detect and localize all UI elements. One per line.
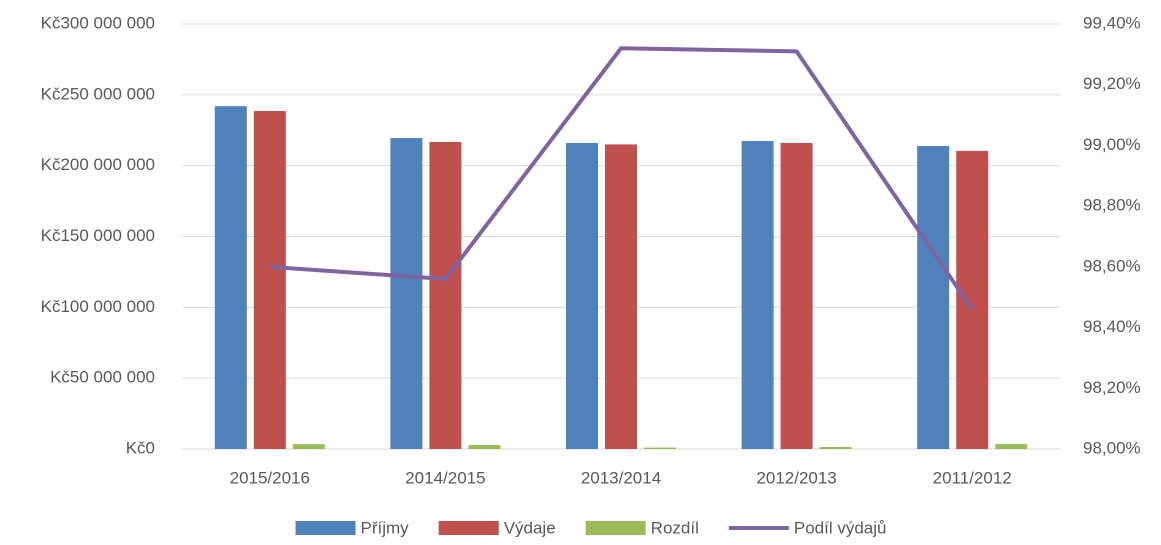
bar bbox=[390, 138, 423, 449]
legend-label: Příjmy bbox=[361, 518, 410, 537]
x-tick-label: 2013/2014 bbox=[581, 468, 661, 487]
y-tick-label: Kč150 000 000 bbox=[41, 226, 155, 245]
y2-tick-label: 99,00% bbox=[1083, 135, 1141, 154]
line bbox=[269, 46, 974, 311]
y2-tick-label: 98,60% bbox=[1083, 256, 1141, 275]
y2-tick-label: 99,40% bbox=[1083, 13, 1141, 32]
bar bbox=[468, 445, 501, 449]
legend-swatch bbox=[295, 521, 356, 535]
x-tick-label: 2012/2013 bbox=[756, 468, 836, 487]
legend-swatch bbox=[585, 521, 646, 535]
bar bbox=[429, 142, 462, 449]
y2-tick-label: 98,00% bbox=[1083, 438, 1141, 457]
y-tick-label: Kč50 000 000 bbox=[50, 368, 155, 387]
y-tick-label: Kč200 000 000 bbox=[41, 155, 155, 174]
y2-tick-label: 99,20% bbox=[1083, 74, 1141, 93]
legend-label: Rozdíl bbox=[651, 518, 699, 537]
bar bbox=[566, 143, 598, 449]
bar bbox=[917, 145, 950, 449]
bar bbox=[214, 106, 247, 450]
y-tick-label: Kč0 bbox=[126, 438, 155, 457]
x-tick-label: 2014/2015 bbox=[405, 468, 485, 487]
bar bbox=[956, 150, 989, 449]
x-tick-label: 2015/2016 bbox=[230, 468, 310, 487]
y-tick-label: Kč100 000 000 bbox=[41, 297, 155, 316]
bar bbox=[741, 141, 774, 449]
y-tick-label: Kč300 000 000 bbox=[41, 13, 155, 32]
y2-tick-label: 98,80% bbox=[1083, 196, 1141, 215]
bar bbox=[253, 110, 286, 449]
bar bbox=[780, 143, 813, 449]
y-tick-label: Kč250 000 000 bbox=[41, 84, 155, 103]
bar bbox=[605, 144, 637, 449]
y2-tick-label: 98,40% bbox=[1083, 317, 1141, 336]
bar bbox=[995, 444, 1028, 449]
bar bbox=[644, 447, 676, 449]
legend-swatch bbox=[438, 521, 499, 535]
legend-label: Podíl výdajů bbox=[794, 518, 887, 537]
legend-label: Výdaje bbox=[504, 518, 556, 537]
y2-tick-label: 98,20% bbox=[1083, 378, 1141, 397]
x-tick-label: 2011/2012 bbox=[933, 468, 1012, 487]
bar bbox=[292, 444, 325, 449]
bar bbox=[819, 447, 852, 449]
